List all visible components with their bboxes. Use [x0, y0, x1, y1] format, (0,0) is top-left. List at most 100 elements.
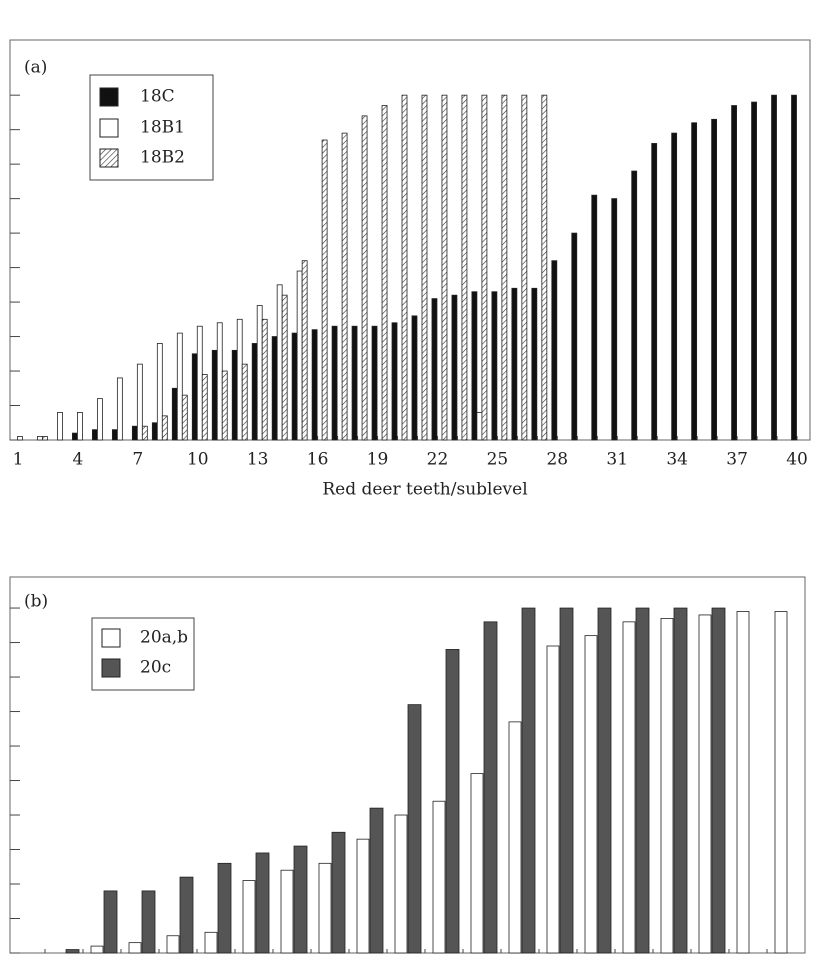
- legend-swatch: [101, 628, 121, 648]
- x-axis-label: Red deer teeth/sublevel: [322, 480, 527, 500]
- bar: [281, 294, 288, 441]
- bar: [37, 436, 43, 441]
- bar: [361, 115, 368, 441]
- bar: [271, 336, 278, 441]
- bar: [128, 942, 142, 954]
- x-tick-label: 40: [786, 450, 808, 470]
- bar: [421, 94, 428, 441]
- bar: [698, 614, 712, 954]
- bar: [394, 814, 408, 954]
- bar: [431, 298, 438, 441]
- x-tick-label: 13: [247, 450, 269, 470]
- x-tick-label: 25: [487, 450, 509, 470]
- bar: [635, 607, 650, 954]
- bar: [481, 94, 488, 441]
- bar: [196, 325, 203, 441]
- bar: [508, 721, 522, 954]
- bar: [491, 291, 498, 441]
- bar: [511, 287, 518, 441]
- bar: [96, 398, 103, 441]
- bar: [216, 322, 223, 441]
- bar: [111, 429, 118, 441]
- bar: [369, 807, 384, 954]
- x-tick-label: 19: [367, 450, 389, 470]
- bar: [90, 945, 104, 954]
- legend-swatch: [99, 148, 119, 168]
- panel-label: (a): [24, 58, 47, 78]
- frame-b: [9, 576, 806, 954]
- bar: [331, 831, 346, 954]
- bar: [204, 931, 218, 954]
- bar: [291, 332, 298, 441]
- legend-label: 20c: [140, 658, 171, 678]
- bar: [546, 645, 560, 954]
- bar: [141, 425, 148, 441]
- bar: [351, 325, 358, 441]
- bar: [241, 363, 248, 441]
- bar: [276, 284, 283, 441]
- bar: [231, 349, 238, 441]
- bar: [236, 318, 243, 441]
- legend-label: 18B1: [140, 118, 185, 138]
- bar: [179, 876, 194, 954]
- x-tick-label: 16: [307, 450, 329, 470]
- bar: [251, 343, 258, 441]
- bar: [673, 607, 688, 954]
- bar: [571, 232, 578, 441]
- bar: [731, 105, 737, 441]
- x-tick-label: 31: [606, 450, 628, 470]
- bar: [391, 322, 398, 441]
- bar: [57, 412, 63, 441]
- bar: [751, 101, 757, 441]
- x-tick-label: 4: [72, 450, 83, 470]
- bar: [296, 270, 303, 441]
- bar: [321, 139, 328, 441]
- bar: [476, 412, 483, 441]
- bar: [531, 287, 538, 441]
- bar: [293, 845, 308, 954]
- bar: [521, 94, 528, 441]
- bar: [141, 890, 156, 954]
- bar: [501, 94, 508, 441]
- bar: [451, 294, 458, 441]
- bar: [483, 621, 498, 954]
- bar: [470, 773, 484, 954]
- bar: [131, 425, 138, 441]
- legend-swatch: [101, 658, 121, 678]
- legend-b: [91, 617, 195, 691]
- bar: [211, 349, 218, 441]
- bar: [72, 432, 78, 441]
- x-tick-label: 1: [13, 450, 24, 470]
- bar: [771, 94, 777, 441]
- bar: [432, 800, 446, 954]
- bar: [356, 838, 370, 954]
- x-tick-label: 22: [427, 450, 449, 470]
- bar: [736, 611, 750, 954]
- bar: [691, 122, 698, 441]
- bar: [711, 118, 718, 441]
- bar: [318, 862, 332, 954]
- bar: [17, 436, 23, 441]
- x-tick-label: 7: [132, 450, 143, 470]
- bar: [521, 607, 536, 954]
- bar: [381, 105, 388, 441]
- bar: [559, 607, 574, 954]
- bar: [136, 363, 143, 441]
- bar: [407, 704, 422, 954]
- bar: [711, 607, 726, 954]
- bar: [671, 132, 678, 441]
- bar: [660, 617, 674, 954]
- bar: [441, 94, 448, 441]
- bar: [191, 353, 198, 441]
- legend-label: 18C: [140, 87, 175, 107]
- legend-label: 20a,b: [140, 628, 188, 648]
- bar: [77, 412, 83, 441]
- bar: [597, 607, 612, 954]
- bar: [471, 291, 478, 441]
- bar: [651, 143, 658, 441]
- bar: [176, 332, 183, 441]
- frame-a: [9, 39, 811, 441]
- x-tick-label: 34: [666, 450, 688, 470]
- bar: [65, 949, 80, 954]
